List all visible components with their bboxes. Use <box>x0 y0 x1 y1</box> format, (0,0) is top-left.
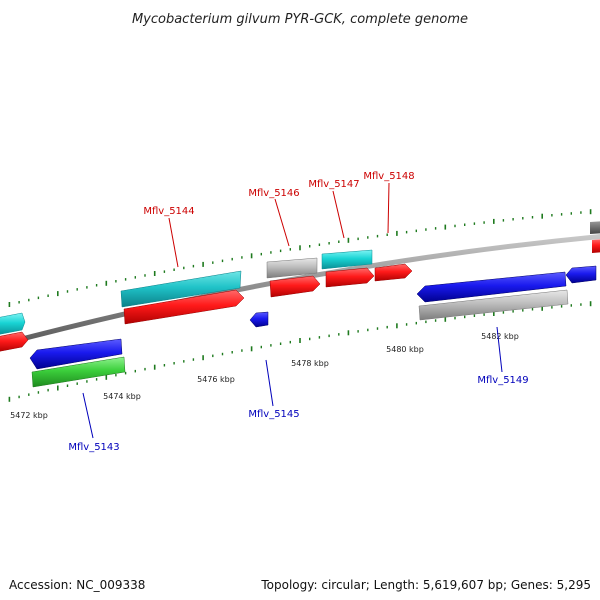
scale-labels: 5472 kbp 5474 kbp 5476 kbp 5478 kbp 5480… <box>10 332 519 420</box>
gene-arrow-gray-5149[interactable] <box>418 289 569 321</box>
leader-5143 <box>82 392 94 439</box>
scale-label-5478: 5478 kbp <box>291 359 329 368</box>
gene-arrow-green-5143[interactable] <box>31 356 126 388</box>
gene-arrow-cyan-left-edge[interactable] <box>0 312 26 335</box>
leader-5146 <box>274 198 290 247</box>
gene-arrow-mflv-5148[interactable] <box>374 263 413 282</box>
reverse-strand-genes <box>29 265 597 388</box>
gene-leader-lines <box>82 182 503 439</box>
gene-arrow-red-right-edge[interactable] <box>592 239 600 253</box>
gene-arrow-mflv-5144-cyan[interactable] <box>120 270 242 308</box>
gene-label-mflv-5144[interactable]: Mflv_5144 <box>143 206 194 217</box>
gene-arrow-mflv-5149[interactable] <box>416 271 567 303</box>
gene-arrow-mflv-5145[interactable] <box>249 311 269 328</box>
topology-text: Topology: circular; Length: 5,619,607 bp… <box>261 578 591 592</box>
gene-label-mflv-5146[interactable]: Mflv_5146 <box>248 188 299 199</box>
gene-label-mflv-5147[interactable]: Mflv_5147 <box>308 179 359 190</box>
scale-label-5472: 5472 kbp <box>10 411 48 420</box>
gene-arrow-mflv-5146[interactable] <box>269 275 321 298</box>
leader-5144 <box>168 217 179 268</box>
scale-label-5474: 5474 kbp <box>103 392 141 401</box>
forward-strand-genes <box>0 221 600 352</box>
gene-arrow-mflv-5143[interactable] <box>29 338 123 370</box>
gene-arrow-mflv-5144[interactable] <box>123 289 245 325</box>
leader-5148 <box>387 182 390 234</box>
gene-label-mflv-5143[interactable]: Mflv_5143 <box>68 442 119 453</box>
leader-5145 <box>265 359 274 407</box>
accession-text: Accession: NC_009338 <box>9 578 146 592</box>
scale-label-5476: 5476 kbp <box>197 375 235 384</box>
map-title: Mycobacterium gilvum PYR-GCK, complete g… <box>132 12 468 27</box>
gene-arrow-gray-5146[interactable] <box>266 257 318 279</box>
gene-arrow-darkgray-right-edge[interactable] <box>590 221 600 234</box>
gene-arrow-red-5147[interactable] <box>325 267 375 288</box>
outer-scale-ticks <box>8 209 592 307</box>
inner-scale-ticks <box>8 301 592 402</box>
gene-label-mflv-5145[interactable]: Mflv_5145 <box>248 409 299 420</box>
gene-label-mflv-5148[interactable]: Mflv_5148 <box>363 171 414 182</box>
gene-arrow-red-left-edge[interactable] <box>0 331 29 352</box>
scale-label-5480: 5480 kbp <box>386 345 424 354</box>
gene-arrow-blue-right-edge[interactable] <box>565 265 597 284</box>
leader-5149 <box>496 326 503 373</box>
gene-label-mflv-5149[interactable]: Mflv_5149 <box>477 375 528 386</box>
gene-arrow-mflv-5147[interactable] <box>321 249 373 270</box>
gene-labels: Mflv_5144 Mflv_5146 Mflv_5147 Mflv_5148 … <box>68 171 528 453</box>
leader-5147 <box>332 190 345 239</box>
scale-label-5482: 5482 kbp <box>481 332 519 341</box>
